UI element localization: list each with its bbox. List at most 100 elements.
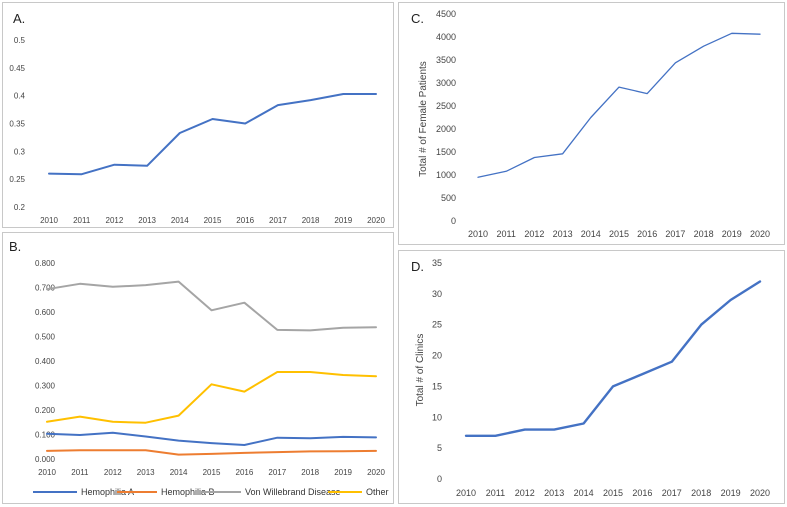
chart-d-y-tick-label: 5 — [437, 443, 442, 453]
chart-b-series-line-2 — [46, 280, 377, 332]
chart-a-x-tick-label: 2010 — [40, 216, 58, 225]
legend-label-0: Hemophilia A — [81, 487, 134, 497]
chart-b-y-tick-label: 0.600 — [35, 308, 56, 317]
panel-c-label: C. — [411, 11, 424, 26]
chart-panel-b: B. 0.000 0.100 0.200 0.300 0.400 0.500 0.600 0.… — [2, 232, 394, 504]
chart-a-y-tick-label: 0.4 — [14, 92, 26, 101]
legend-label-3: Other — [366, 487, 389, 497]
chart-d-x-tick-label: 2019 — [721, 488, 741, 498]
chart-c-y-tick-label: 1500 — [436, 147, 456, 157]
chart-c-y-tick-label: 500 — [441, 193, 456, 203]
chart-d-x-tick-label: 2014 — [574, 488, 594, 498]
chart-b-x-tick-label: 2014 — [170, 468, 188, 477]
chart-b-y-tick-label: 0.000 — [35, 455, 56, 464]
chart-c-x-tick-label: 2019 — [722, 229, 742, 239]
chart-c-svg: 0 500 1000 1500 2000 2500 3000 3500 4000 4500 2010… — [418, 9, 770, 239]
chart-b-y-tick-label: 0.800 — [35, 259, 56, 268]
chart-d-x-tick-label: 2020 — [750, 488, 770, 498]
chart-b-series-line-3 — [46, 371, 377, 424]
chart-d-y-tick-label: 20 — [432, 351, 442, 361]
chart-d-svg: 0 5 10 15 20 25 30 35 2010 2011 2012 2013 2014 2015 20… — [415, 258, 770, 498]
chart-b-series-line-1 — [46, 449, 377, 456]
chart-b-x-tick-label: 2018 — [301, 468, 319, 477]
chart-c-x-tick-label: 2016 — [637, 229, 657, 239]
chart-d-y-tick-label: 30 — [432, 289, 442, 299]
chart-c-y-axis-title: Total # of Female Patients — [418, 61, 429, 177]
chart-b-svg: 0.000 0.100 0.200 0.300 0.400 0.500 0.600 0.700… — [33, 259, 389, 497]
chart-b-x-tick-label: 2015 — [203, 468, 221, 477]
chart-d-x-tick-label: 2013 — [544, 488, 564, 498]
chart-c-x-tick-label: 2012 — [524, 229, 544, 239]
chart-b-series-line-0 — [46, 431, 377, 446]
chart-d-y-tick-label: 10 — [432, 412, 442, 422]
panel-a-label: A. — [13, 11, 26, 26]
chart-a-x-tick-label: 2019 — [334, 216, 352, 225]
chart-d-x-tick-label: 2018 — [691, 488, 711, 498]
chart-c-x-tick-label: 2013 — [553, 229, 573, 239]
chart-d-y-axis-title: Total # of Clinics — [415, 334, 426, 407]
chart-c-y-tick-label: 2500 — [436, 101, 456, 111]
chart-c-y-tick-label: 3000 — [436, 78, 456, 88]
chart-a-y-tick-label: 0.3 — [14, 147, 26, 156]
chart-c-y-tick-label: 3500 — [436, 55, 456, 65]
chart-d-x-tick-label: 2010 — [456, 488, 476, 498]
chart-d-y-tick-label: 25 — [432, 320, 442, 330]
chart-b-x-tick-label: 2019 — [334, 468, 352, 477]
chart-b-x-tick-label: 2011 — [71, 468, 89, 477]
panel-b-label: B. — [9, 239, 22, 254]
chart-b-x-tick-label: 2017 — [268, 468, 286, 477]
chart-a-y-tick-label: 0.25 — [9, 175, 25, 184]
chart-c-x-tick-label: 2011 — [497, 229, 516, 239]
chart-b-x-tick-label: 2010 — [38, 468, 56, 477]
chart-a-x-tick-label: 2011 — [73, 216, 91, 225]
chart-d-y-tick-label: 15 — [432, 381, 442, 391]
chart-d-x-tick-label: 2015 — [603, 488, 623, 498]
chart-d-x-tick-label: 2012 — [515, 488, 535, 498]
chart-d-x-tick-label: 2011 — [486, 488, 505, 498]
legend-label-2: Von Willebrand Disease — [245, 487, 341, 497]
chart-c-y-tick-label: 0 — [451, 216, 456, 226]
chart-c-y-tick-label: 1000 — [436, 170, 456, 180]
chart-a-svg: 0.2 0.25 0.3 0.35 0.4 0.45 0.5 2010 2011 2012 2013… — [9, 36, 385, 225]
legend-label-1: Hemophilia B — [161, 487, 215, 497]
chart-c-x-tick-label: 2020 — [750, 229, 770, 239]
chart-panel-d: D. 0 5 10 15 20 25 30 35 2010 2011 2012 2013 2014 201… — [398, 250, 785, 504]
panel-d-label: D. — [411, 259, 424, 274]
chart-a-x-tick-label: 2013 — [138, 216, 156, 225]
chart-d-y-tick-label: 35 — [432, 258, 442, 268]
chart-a-x-tick-label: 2020 — [367, 216, 385, 225]
chart-a-x-tick-label: 2014 — [171, 216, 189, 225]
chart-panel-c: C. 0 500 1000 1500 2000 2500 3000 3500 4000 4500 2… — [398, 2, 785, 245]
chart-c-series-line-0 — [477, 32, 761, 178]
chart-b-x-tick-label: 2013 — [137, 468, 155, 477]
chart-a-x-tick-label: 2016 — [236, 216, 254, 225]
chart-c-x-tick-label: 2010 — [468, 229, 488, 239]
chart-a-y-tick-label: 0.5 — [14, 36, 26, 45]
chart-d-x-tick-label: 2017 — [662, 488, 682, 498]
chart-c-x-tick-label: 2018 — [694, 229, 714, 239]
chart-a-y-tick-label: 0.45 — [9, 64, 25, 73]
chart-b-y-tick-label: 0.400 — [35, 357, 56, 366]
chart-a-y-tick-label: 0.35 — [9, 120, 25, 129]
chart-a-x-tick-label: 2015 — [204, 216, 222, 225]
chart-b-y-tick-label: 0.100 — [35, 431, 56, 440]
chart-b-x-tick-label: 2020 — [367, 468, 385, 477]
chart-a-y-tick-label: 0.2 — [14, 203, 26, 212]
chart-b-y-tick-label: 0.300 — [35, 382, 56, 391]
chart-d-y-tick-label: 0 — [437, 474, 442, 484]
chart-b-y-tick-label: 0.500 — [35, 333, 56, 342]
chart-c-x-tick-label: 2014 — [581, 229, 601, 239]
chart-c-x-tick-label: 2015 — [609, 229, 629, 239]
chart-a-x-tick-label: 2018 — [302, 216, 320, 225]
chart-b-x-tick-label: 2012 — [104, 468, 122, 477]
chart-a-x-tick-label: 2017 — [269, 216, 287, 225]
chart-b-y-tick-label: 0.200 — [35, 406, 56, 415]
chart-c-y-tick-label: 4500 — [436, 9, 456, 19]
chart-b-y-tick-label: 0.700 — [35, 284, 56, 293]
chart-c-x-tick-label: 2017 — [665, 229, 685, 239]
chart-d-series-line-0 — [464, 280, 762, 438]
chart-c-y-tick-label: 4000 — [436, 32, 456, 42]
chart-a-series-line-0 — [48, 93, 377, 176]
chart-d-x-tick-label: 2016 — [632, 488, 652, 498]
chart-panel-a: A. 0.2 0.25 0.3 0.35 0.4 0.45 0.5 2010 2011 2012 2… — [2, 2, 394, 228]
